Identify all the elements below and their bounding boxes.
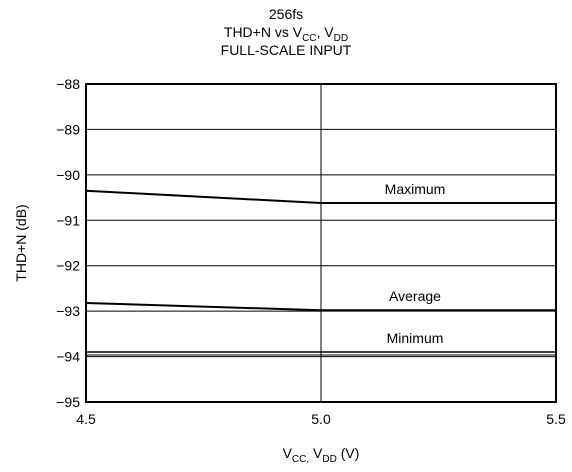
y-tick-label: −90	[56, 167, 80, 183]
x-axis-title-v2: V	[309, 445, 323, 461]
series-line-average	[85, 301, 556, 312]
y-tick-label: −95	[56, 394, 80, 410]
chart-title-line-2: THD+N vs VCC, VDD	[0, 24, 572, 47]
series-label-minimum: Minimum	[387, 330, 444, 346]
series-labels: Maximum Average Minimum	[385, 181, 446, 346]
y-axis-title: THD+N (dB)	[13, 204, 29, 281]
y-tick-label: −89	[56, 121, 80, 137]
x-tick-label: 4.5	[76, 411, 96, 427]
grid-layer	[86, 84, 556, 402]
y-tick-label: −94	[56, 349, 80, 365]
x-axis-subscript-dd: DD	[322, 454, 336, 465]
title-line-2-sep: , V	[316, 24, 334, 40]
chart-title-line-1: 256fs	[268, 6, 304, 22]
y-tick-label: −93	[56, 303, 80, 319]
title-line-2-text: THD+N vs V	[223, 24, 303, 40]
x-axis-subscript-cc: CC,	[292, 454, 309, 465]
y-tick-label: −88	[56, 76, 80, 92]
y-tick-labels: −88 −89 −90 −91 −92 −93 −94 −95	[56, 76, 80, 410]
x-axis-title: VCC, VDD (V)	[283, 445, 360, 465]
title-subscript-cc: CC	[302, 32, 317, 44]
series-label-average: Average	[389, 288, 441, 304]
x-tick-label: 5.5	[546, 411, 566, 427]
plot-frame	[85, 83, 557, 403]
series-line-maximum	[85, 189, 556, 205]
y-tick-label: −91	[56, 212, 80, 228]
series-layer	[85, 189, 556, 356]
x-axis-title-unit: (V)	[337, 445, 360, 461]
title-subscript-dd: DD	[333, 32, 349, 44]
series-label-maximum: Maximum	[385, 181, 446, 197]
chart-title-line-3: FULL-SCALE INPUT	[220, 42, 352, 58]
x-axis-title-v1: V	[283, 445, 293, 461]
y-tick-label: −92	[56, 258, 80, 274]
x-tick-label: 5.0	[311, 411, 331, 427]
x-tick-labels: 4.5 5.0 5.5	[76, 411, 566, 427]
